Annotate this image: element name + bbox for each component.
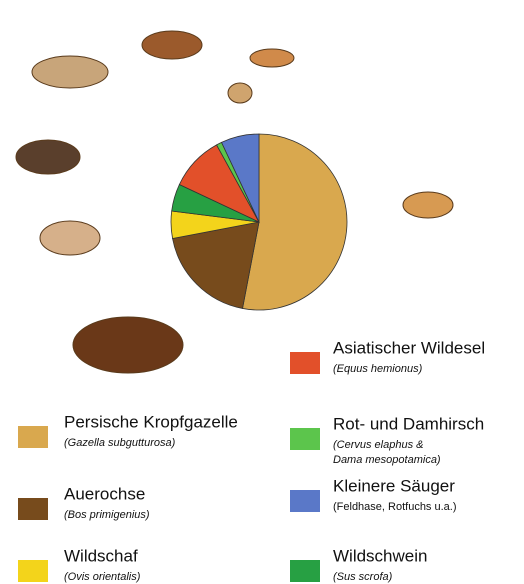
legend-swatch bbox=[18, 560, 48, 582]
legend-sublabel: (Gazella subgutturosa) bbox=[64, 437, 176, 449]
legend-swatch bbox=[18, 426, 48, 448]
legend-label: Auerochse bbox=[64, 484, 145, 503]
legend-item: Wildschwein (Sus scrofa) bbox=[290, 546, 427, 582]
legend-sublabel: (Bos primigenius) bbox=[64, 509, 150, 521]
legend-sublabel: (Feldhase, Rotfuchs u.a.) bbox=[333, 501, 457, 513]
legend-label: Rot- und Damhirsch bbox=[333, 414, 484, 433]
legend-sublabel: (Sus scrofa) bbox=[333, 571, 393, 583]
legend-item: Asiatischer Wildesel (Equus hemionus) bbox=[290, 338, 485, 374]
legend-sublabel: (Equus hemionus) bbox=[333, 363, 423, 375]
legend-label: Kleinere Säuger bbox=[333, 476, 455, 495]
legend-sublabel: (Cervus elaphus & bbox=[333, 439, 424, 451]
legend-label: Wildschaf bbox=[64, 546, 138, 565]
legend-item: Persische Kropfgazelle (Gazella subguttur… bbox=[18, 412, 238, 448]
legend-item: Kleinere Säuger (Feldhase, Rotfuchs u.a.) bbox=[290, 476, 457, 512]
legend-sublabel: (Ovis orientalis) bbox=[64, 571, 141, 583]
legend-label: Wildschwein bbox=[333, 546, 427, 565]
legend-sublabel: Dama mesopotamica) bbox=[333, 454, 441, 466]
legend-label: Persische Kropfgazelle bbox=[64, 412, 238, 431]
legend-swatch bbox=[290, 490, 320, 512]
chart: Persische Kropfgazelle (Gazella subguttur… bbox=[0, 0, 524, 584]
legend-swatch bbox=[290, 560, 320, 582]
legend-item: Wildschaf (Ovis orientalis) bbox=[18, 546, 141, 582]
legend-item: Rot- und Damhirsch (Cervus elaphus & Dama … bbox=[290, 414, 484, 465]
legend-swatch bbox=[290, 352, 320, 374]
legend-label: Asiatischer Wildesel bbox=[333, 338, 485, 357]
legend-swatch bbox=[290, 428, 320, 450]
legend-item: Auerochse (Bos primigenius) bbox=[18, 484, 150, 520]
legend-swatch bbox=[18, 498, 48, 520]
